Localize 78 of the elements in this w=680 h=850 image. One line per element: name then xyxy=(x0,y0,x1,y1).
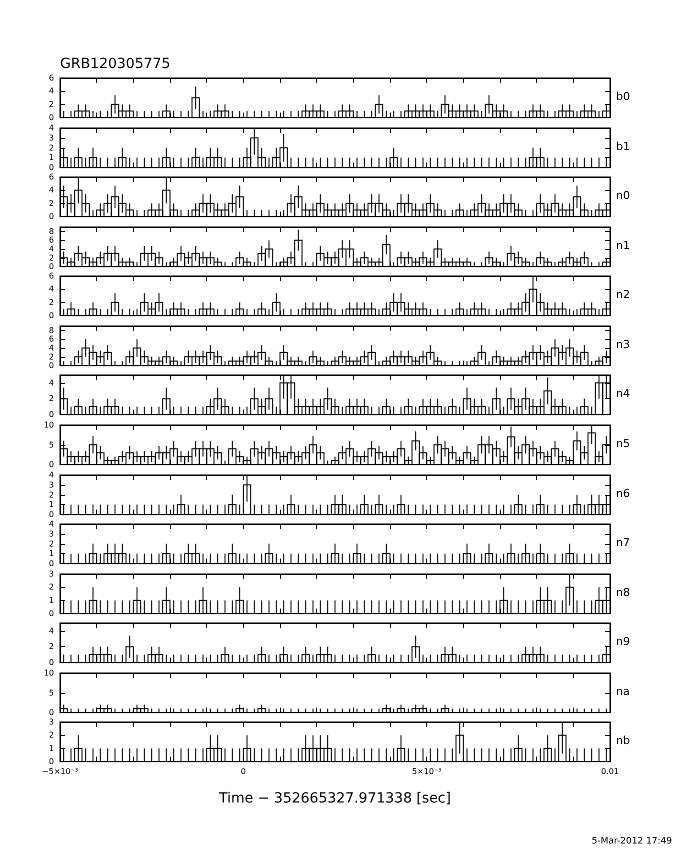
y-tick-label: 0 xyxy=(48,708,54,717)
text: 5-Mar-2012 17:49 xyxy=(592,836,672,847)
y-tick-label: 1 xyxy=(48,152,54,162)
y-tick-label: 3 xyxy=(48,530,54,539)
y-tick-label: 0 xyxy=(48,608,54,618)
y-tick-label: 4 xyxy=(48,520,54,529)
y-tick-label: 1 xyxy=(48,744,54,754)
y-tick-label: 5 xyxy=(48,440,54,450)
y-tick-label: 0 xyxy=(48,559,54,568)
y-tick-label: 3 xyxy=(48,132,54,142)
y-tick-label: 2 xyxy=(48,352,54,362)
y-tick-label: 4 xyxy=(48,284,54,294)
text: b0 xyxy=(616,90,630,103)
y-tick-label: 0 xyxy=(48,162,54,172)
y-tick-label: 5 xyxy=(48,688,54,698)
y-tick-label: 6 xyxy=(48,235,54,244)
y-tick-label: 0 xyxy=(48,311,54,320)
y-tick-label: 2 xyxy=(48,199,54,208)
y-tick-label: 6 xyxy=(48,74,54,82)
y-tick-label: 0 xyxy=(48,360,54,370)
y-tick-label: 4 xyxy=(48,626,54,636)
y-tick-label: 6 xyxy=(48,334,54,344)
text: n9 xyxy=(616,635,630,648)
y-tick-label: 0 xyxy=(48,460,54,470)
y-tick-label: 2 xyxy=(48,539,54,548)
y-tick-label: 10 xyxy=(44,668,54,678)
x-tick-label: −5×10⁻³ xyxy=(42,767,78,776)
y-tick-label: 1 xyxy=(48,549,54,558)
y-tick-label: 0 xyxy=(48,510,54,519)
x-tick-label: 0 xyxy=(240,767,246,776)
y-tick-label: 3 xyxy=(48,480,54,489)
text: nb xyxy=(616,734,630,748)
y-tick-label: 0 xyxy=(48,757,54,766)
text: n2 xyxy=(616,288,630,302)
y-tick-label: 4 xyxy=(48,470,54,480)
text: n7 xyxy=(616,536,630,549)
x-tick-label: 5×10⁻³ xyxy=(412,767,442,776)
y-tick-label: 2 xyxy=(48,298,54,308)
y-tick-label: 2 xyxy=(48,142,54,152)
text: n8 xyxy=(616,585,630,598)
y-tick-label: 4 xyxy=(48,378,54,388)
text: n6 xyxy=(616,486,630,500)
text: n0 xyxy=(616,188,630,202)
text: n3 xyxy=(616,338,630,351)
y-tick-label: 1 xyxy=(48,500,54,509)
y-tick-label: 2 xyxy=(48,582,54,592)
y-tick-label: 8 xyxy=(48,226,54,236)
text: n4 xyxy=(616,387,630,400)
y-tick-label: 0 xyxy=(48,113,54,122)
y-tick-label: 0 xyxy=(48,658,54,668)
text: n1 xyxy=(616,238,630,252)
y-tick-label: 4 xyxy=(48,186,54,195)
chart-title: GRB120305775 xyxy=(60,56,170,72)
y-tick-label: 0 xyxy=(48,212,54,222)
x-axis-title: Time − 352665327.971338 [sec] xyxy=(218,790,451,807)
text: na xyxy=(616,684,630,698)
y-tick-label: 2 xyxy=(48,642,54,652)
y-tick-label: 2 xyxy=(48,100,54,109)
text: b1 xyxy=(616,139,630,152)
y-tick-label: 4 xyxy=(48,244,54,254)
y-tick-label: 0 xyxy=(48,410,54,420)
y-tick-label: 3 xyxy=(48,718,54,727)
y-tick-label: 4 xyxy=(48,86,54,96)
y-tick-label: 10 xyxy=(44,420,54,430)
y-tick-label: 2 xyxy=(48,394,54,404)
y-tick-label: 6 xyxy=(48,272,54,281)
y-tick-label: 2 xyxy=(48,252,54,262)
y-tick-label: 1 xyxy=(48,596,54,605)
y-tick-label: 2 xyxy=(48,731,54,740)
y-tick-label: 3 xyxy=(48,569,54,578)
y-tick-label: 4 xyxy=(48,123,54,132)
y-tick-label: 6 xyxy=(48,172,54,182)
y-tick-label: 8 xyxy=(48,326,54,335)
x-tick-label: 0.01 xyxy=(601,767,619,776)
y-tick-label: 2 xyxy=(48,490,54,499)
y-tick-label: 0 xyxy=(48,262,54,271)
text: n5 xyxy=(616,436,630,450)
y-tick-label: 4 xyxy=(48,343,54,352)
